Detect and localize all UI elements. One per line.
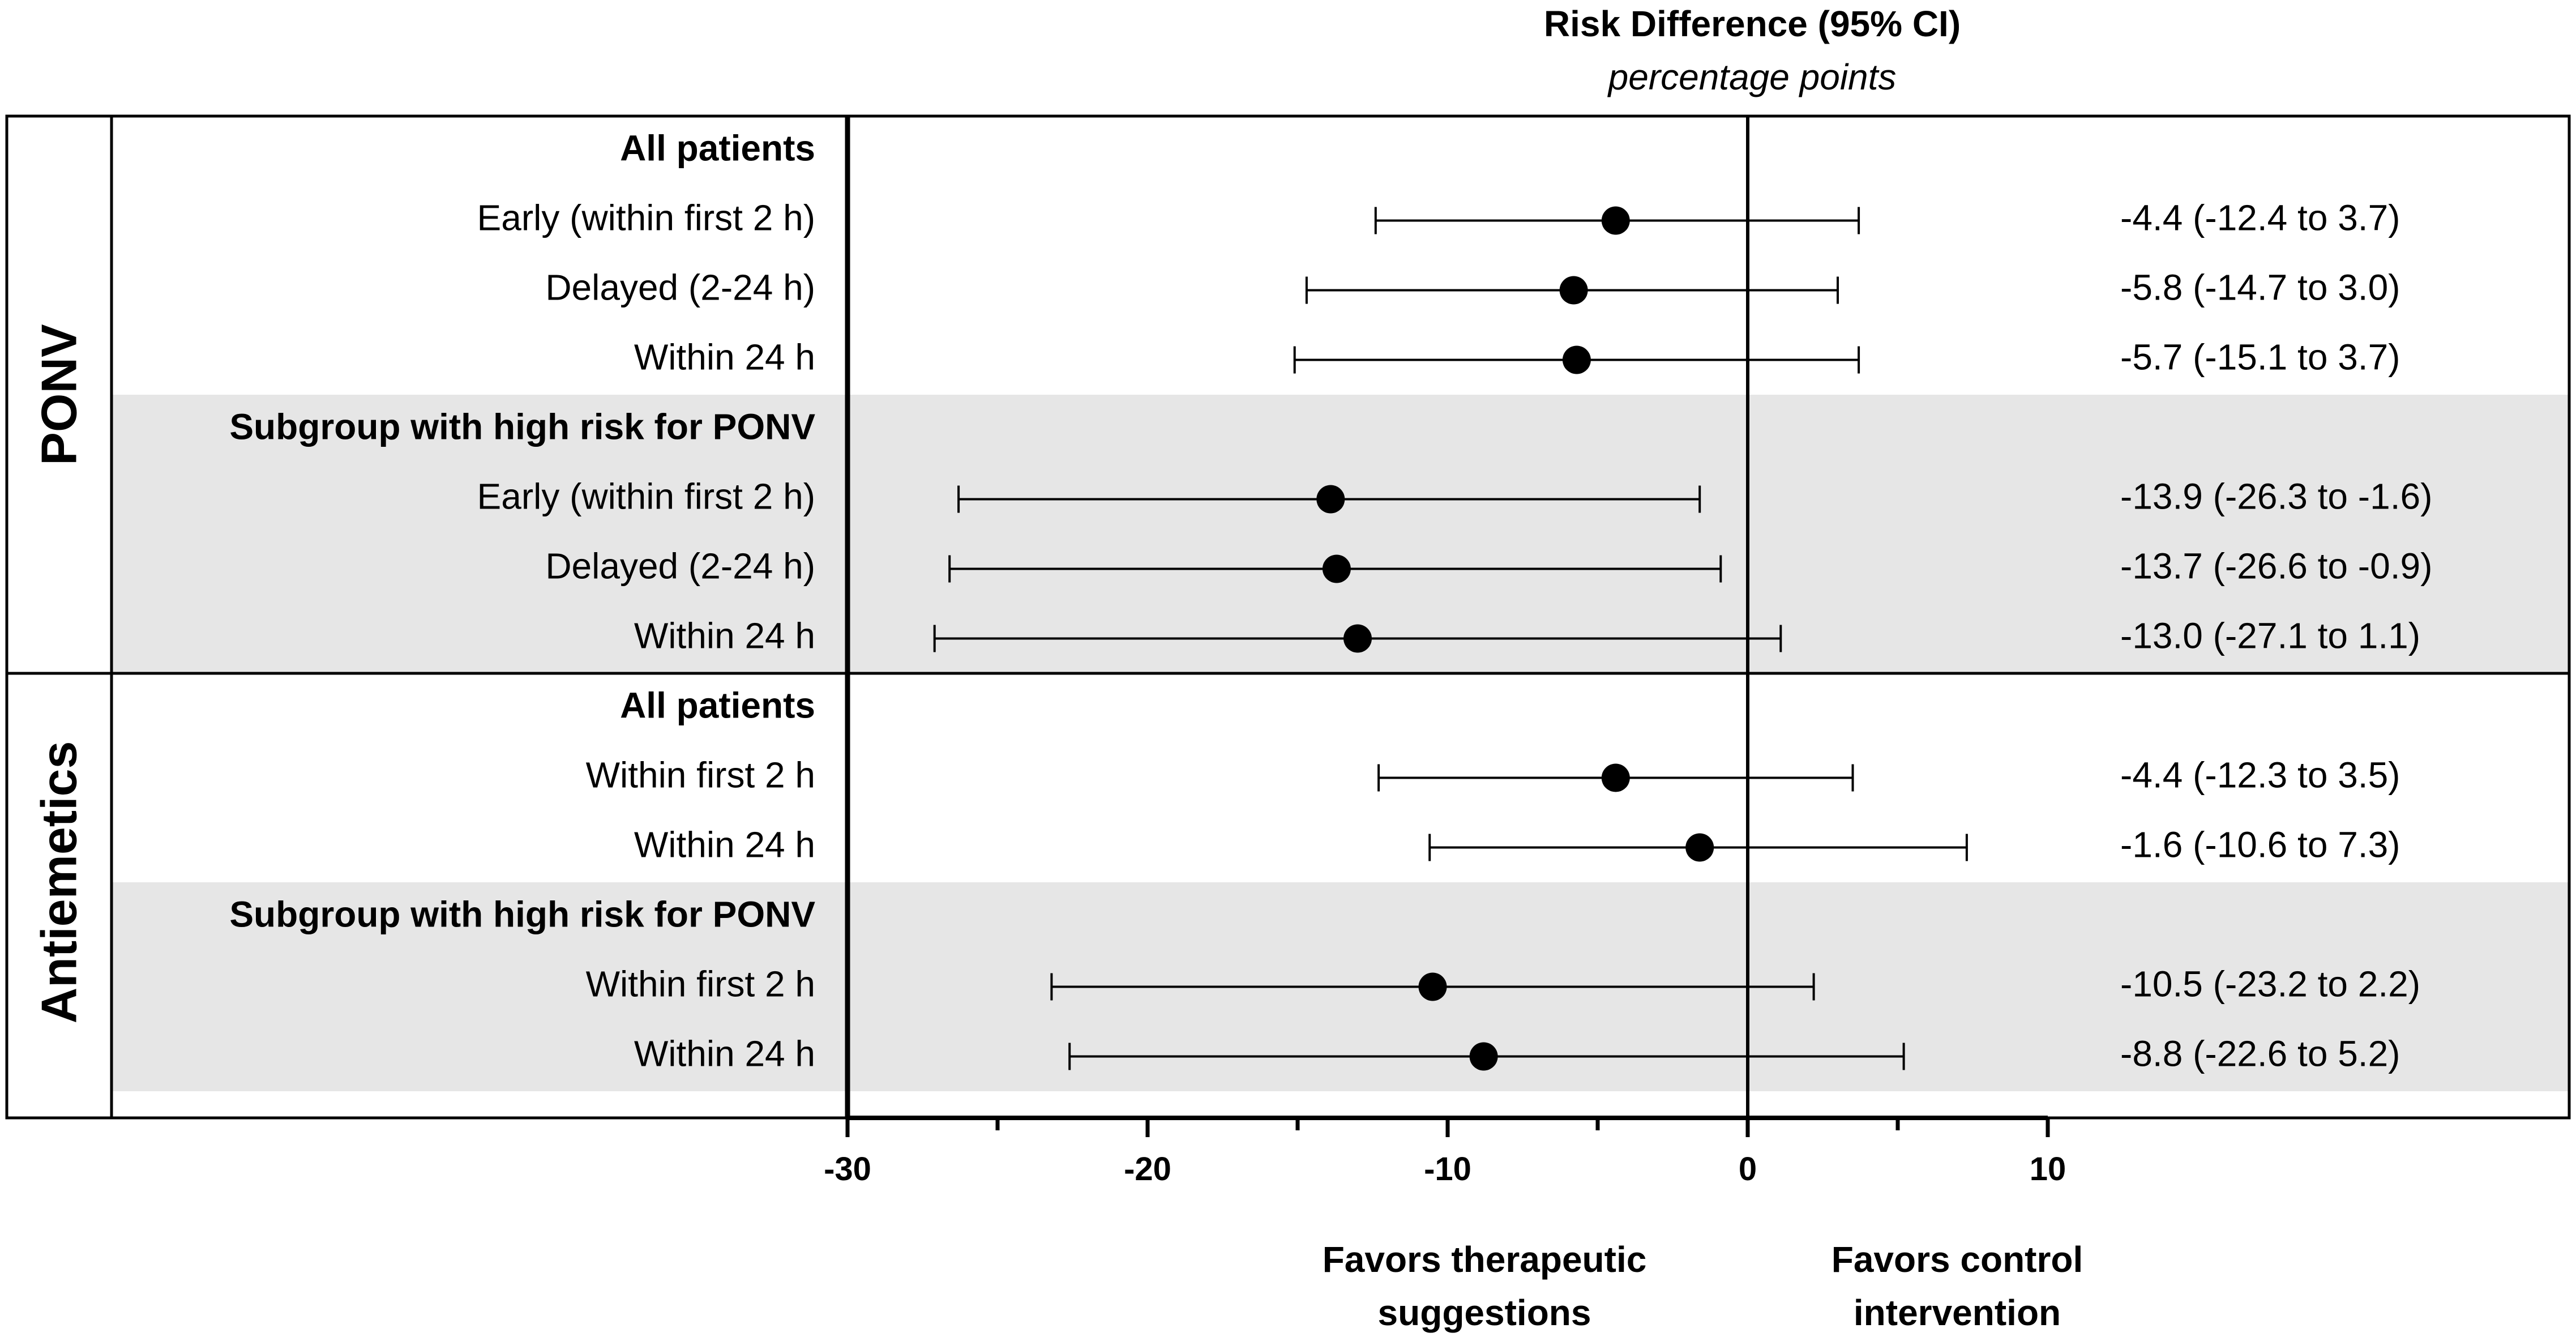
estimate-value: -13.7 (-26.6 to -0.9) xyxy=(2120,545,2432,586)
row-label: Within first 2 h xyxy=(586,754,815,795)
header-subtitle: percentage points xyxy=(1607,57,1897,97)
estimate-value: -13.0 (-27.1 to 1.1) xyxy=(2120,615,2420,656)
estimate-value: -4.4 (-12.3 to 3.5) xyxy=(2120,754,2400,795)
row-label: Early (within first 2 h) xyxy=(477,197,815,238)
row-labels: All patients Early (within first 2 h) -4.4… xyxy=(31,127,2433,1074)
group-title: Subgroup with high risk for PONV xyxy=(229,894,815,934)
group-title: Subgroup with high risk for PONV xyxy=(229,406,815,447)
x-tick-label: 10 xyxy=(2030,1151,2066,1188)
row-label: Delayed (2-24 h) xyxy=(545,545,815,586)
shaded-band xyxy=(112,395,2569,673)
favors-right-line2: intervention xyxy=(1854,1292,2061,1333)
estimate-point xyxy=(1601,763,1630,792)
estimate-point xyxy=(1469,1042,1498,1071)
header-title: Risk Difference (95% CI) xyxy=(1544,3,1961,44)
section-label: Antiemetics xyxy=(31,741,87,1024)
row-label: Within 24 h xyxy=(634,1033,815,1074)
estimate-point xyxy=(1601,206,1630,235)
row-label: Within first 2 h xyxy=(586,963,815,1004)
estimate-point xyxy=(1316,485,1345,514)
section-label: PONV xyxy=(31,324,87,465)
x-axis: -30 -20 -10 0 10 xyxy=(824,1116,2066,1188)
x-tick-label: 0 xyxy=(1739,1151,1757,1188)
estimate-value: -5.8 (-14.7 to 3.0) xyxy=(2120,267,2400,308)
row-label: Within 24 h xyxy=(634,615,815,656)
estimate-point xyxy=(1343,624,1372,653)
favors-left-line2: suggestions xyxy=(1378,1292,1591,1333)
row-label: Delayed (2-24 h) xyxy=(545,267,815,308)
estimate-value: -1.6 (-10.6 to 7.3) xyxy=(2120,824,2400,865)
x-tick-label: -20 xyxy=(1124,1151,1171,1188)
estimate-point xyxy=(1685,833,1714,862)
estimate-value: -10.5 (-23.2 to 2.2) xyxy=(2120,963,2420,1004)
row-label: Within 24 h xyxy=(634,824,815,865)
row-label: Within 24 h xyxy=(634,336,815,377)
group-title: All patients xyxy=(620,127,815,168)
row-label: Early (within first 2 h) xyxy=(477,476,815,516)
estimate-marks xyxy=(933,206,1968,1071)
estimate-point xyxy=(1418,972,1447,1001)
estimate-value: -5.7 (-15.1 to 3.7) xyxy=(2120,336,2400,377)
x-tick-label: -30 xyxy=(824,1151,871,1188)
favors-right-line1: Favors control xyxy=(1832,1239,2083,1280)
estimate-value: -8.8 (-22.6 to 5.2) xyxy=(2120,1033,2400,1074)
table-frame xyxy=(5,114,2571,1120)
estimate-point xyxy=(1562,345,1591,374)
estimate-point xyxy=(1559,276,1588,305)
estimate-point xyxy=(1322,554,1351,583)
favors-left-line1: Favors therapeutic xyxy=(1323,1239,1647,1280)
estimate-value: -13.9 (-26.3 to -1.6) xyxy=(2120,476,2432,516)
x-tick-label: -10 xyxy=(1424,1151,1471,1188)
group-title: All patients xyxy=(620,685,815,725)
estimate-value: -4.4 (-12.4 to 3.7) xyxy=(2120,197,2400,238)
